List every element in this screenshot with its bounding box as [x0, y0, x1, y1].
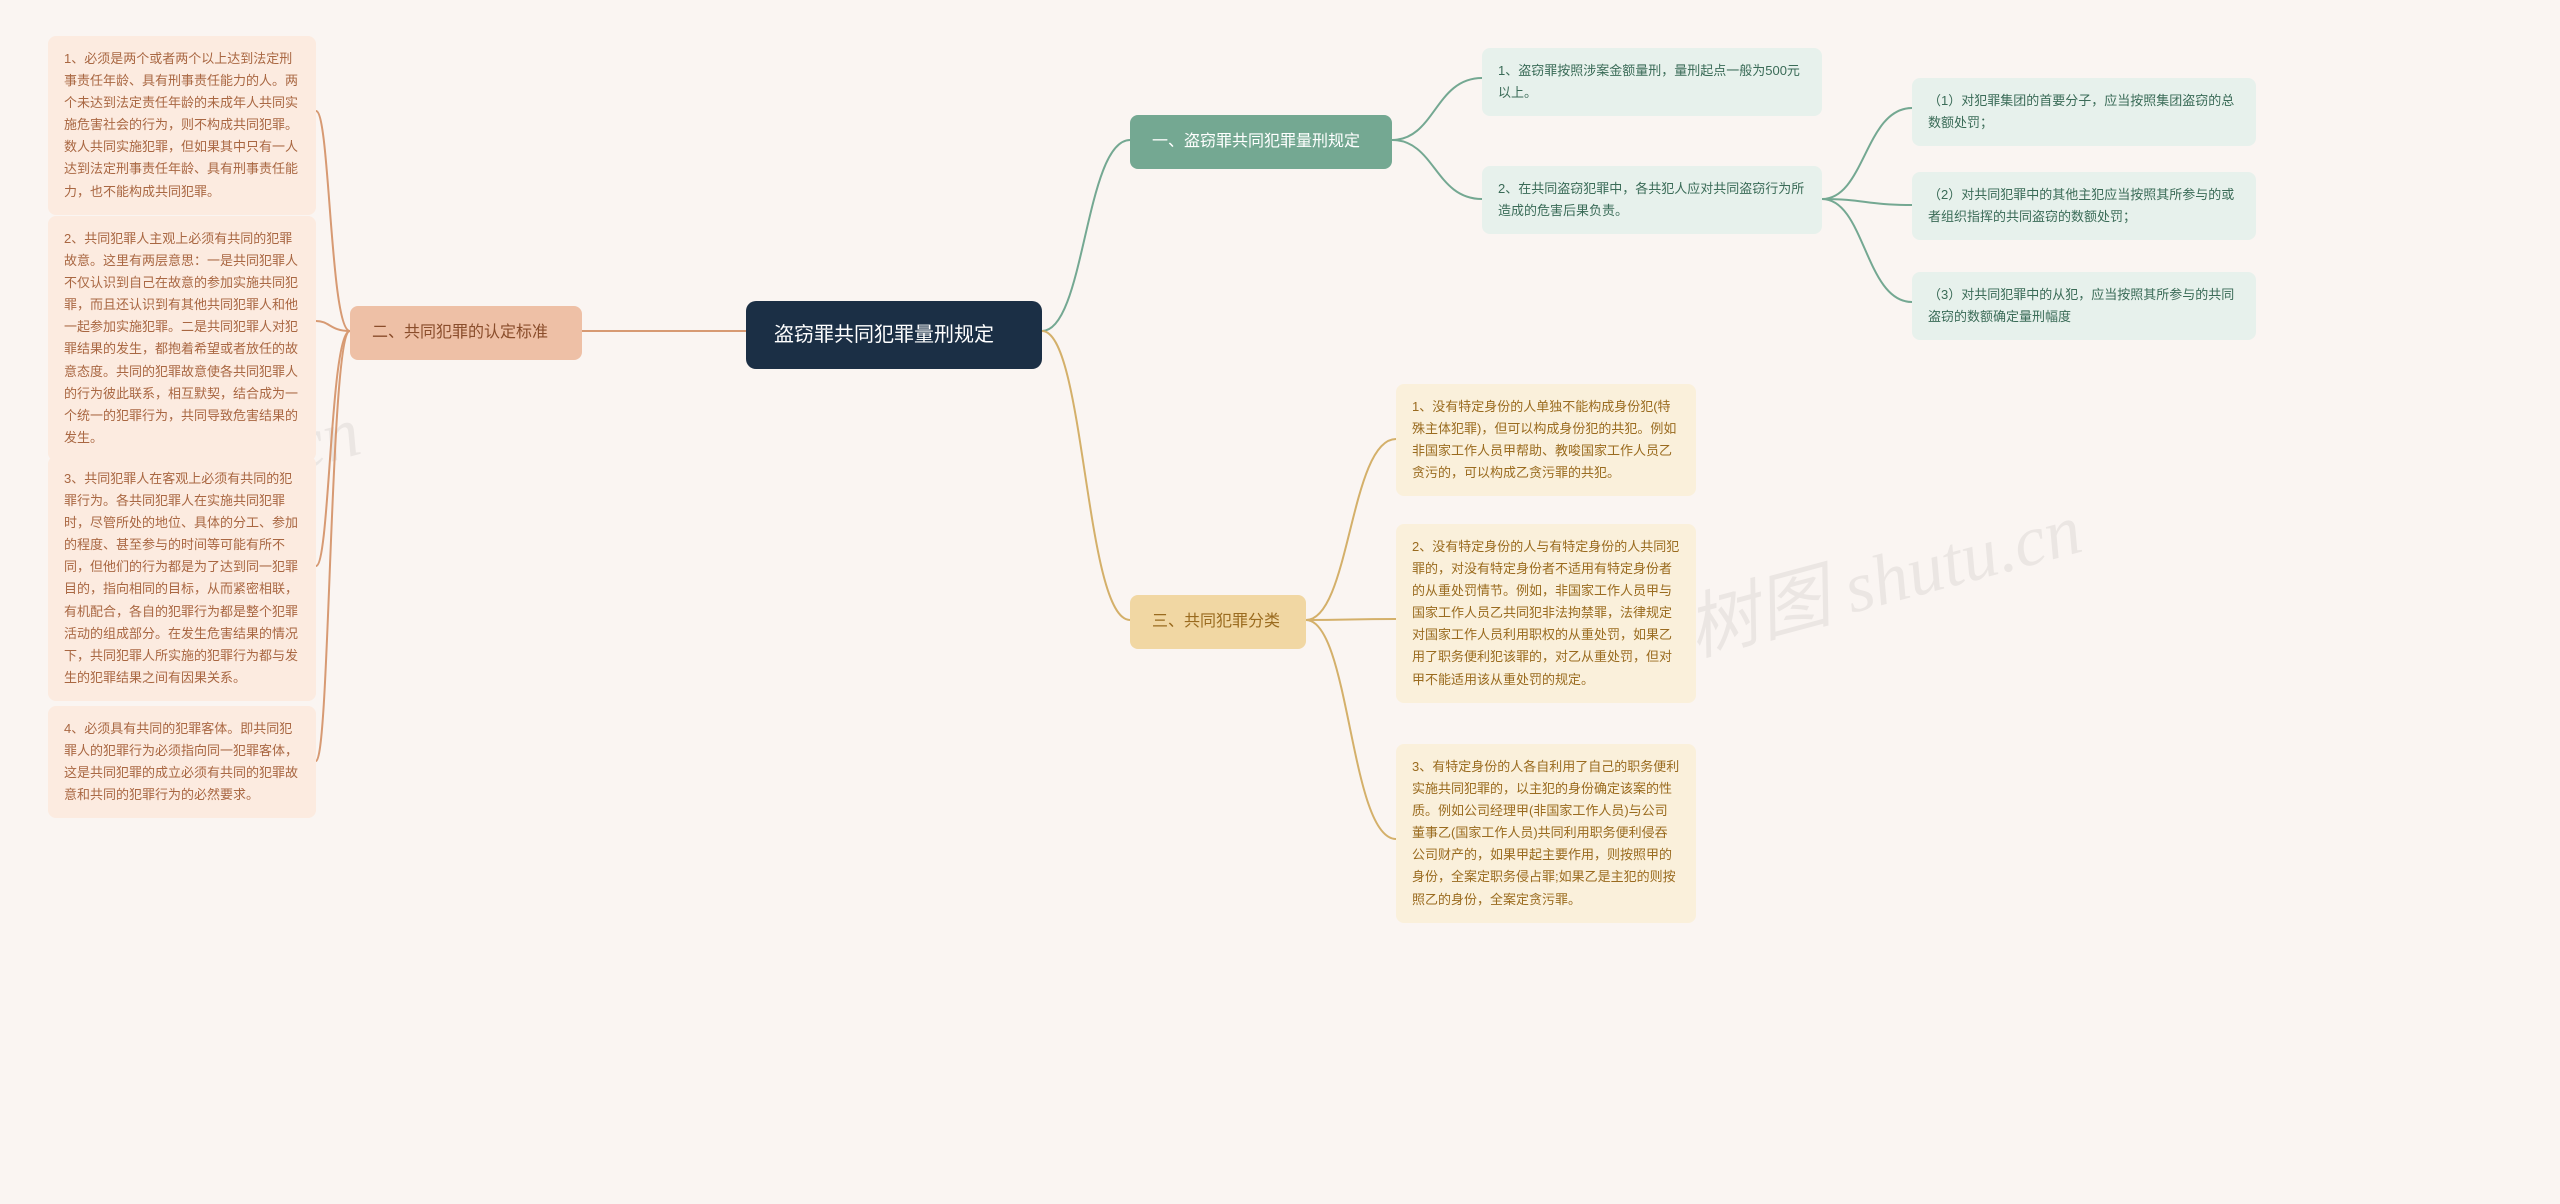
watermark: 树图 shutu.cn: [1673, 470, 2090, 676]
branch-3: 三、共同犯罪分类: [1130, 595, 1306, 649]
branch-1-leaf-2-child-1: （1）对犯罪集团的首要分子，应当按照集团盗窃的总数额处罚；: [1912, 78, 2256, 146]
branch-3-leaf-2: 2、没有特定身份的人与有特定身份的人共同犯罪的，对没有特定身份者不适用有特定身份…: [1396, 524, 1696, 703]
branch-1-leaf-2-child-2: （2）对共同犯罪中的其他主犯应当按照其所参与的或者组织指挥的共同盗窃的数额处罚；: [1912, 172, 2256, 240]
branch-3-leaf-1: 1、没有特定身份的人单独不能构成身份犯(特殊主体犯罪)，但可以构成身份犯的共犯。…: [1396, 384, 1696, 496]
branch-2-leaf-1: 1、必须是两个或者两个以上达到法定刑事责任年龄、具有刑事责任能力的人。两个未达到…: [48, 36, 316, 215]
branch-1: 一、盗窃罪共同犯罪量刑规定: [1130, 115, 1392, 169]
branch-2-leaf-4: 4、必须具有共同的犯罪客体。即共同犯罪人的犯罪行为必须指向同一犯罪客体，这是共同…: [48, 706, 316, 818]
branch-1-leaf-2-child-3: （3）对共同犯罪中的从犯，应当按照其所参与的共同盗窃的数额确定量刑幅度: [1912, 272, 2256, 340]
center-node: 盗窃罪共同犯罪量刑规定: [746, 301, 1042, 369]
branch-1-leaf-2: 2、在共同盗窃犯罪中，各共犯人应对共同盗窃行为所造成的危害后果负责。: [1482, 166, 1822, 234]
branch-3-leaf-3: 3、有特定身份的人各自利用了自己的职务便利实施共同犯罪的，以主犯的身份确定该案的…: [1396, 744, 1696, 923]
branch-1-leaf-1: 1、盗窃罪按照涉案金额量刑，量刑起点一般为500元以上。: [1482, 48, 1822, 116]
branch-2-leaf-2: 2、共同犯罪人主观上必须有共同的犯罪故意。这里有两层意思：一是共同犯罪人不仅认识…: [48, 216, 316, 461]
branch-2: 二、共同犯罪的认定标准: [350, 306, 582, 360]
branch-2-leaf-3: 3、共同犯罪人在客观上必须有共同的犯罪行为。各共同犯罪人在实施共同犯罪时，尽管所…: [48, 456, 316, 701]
